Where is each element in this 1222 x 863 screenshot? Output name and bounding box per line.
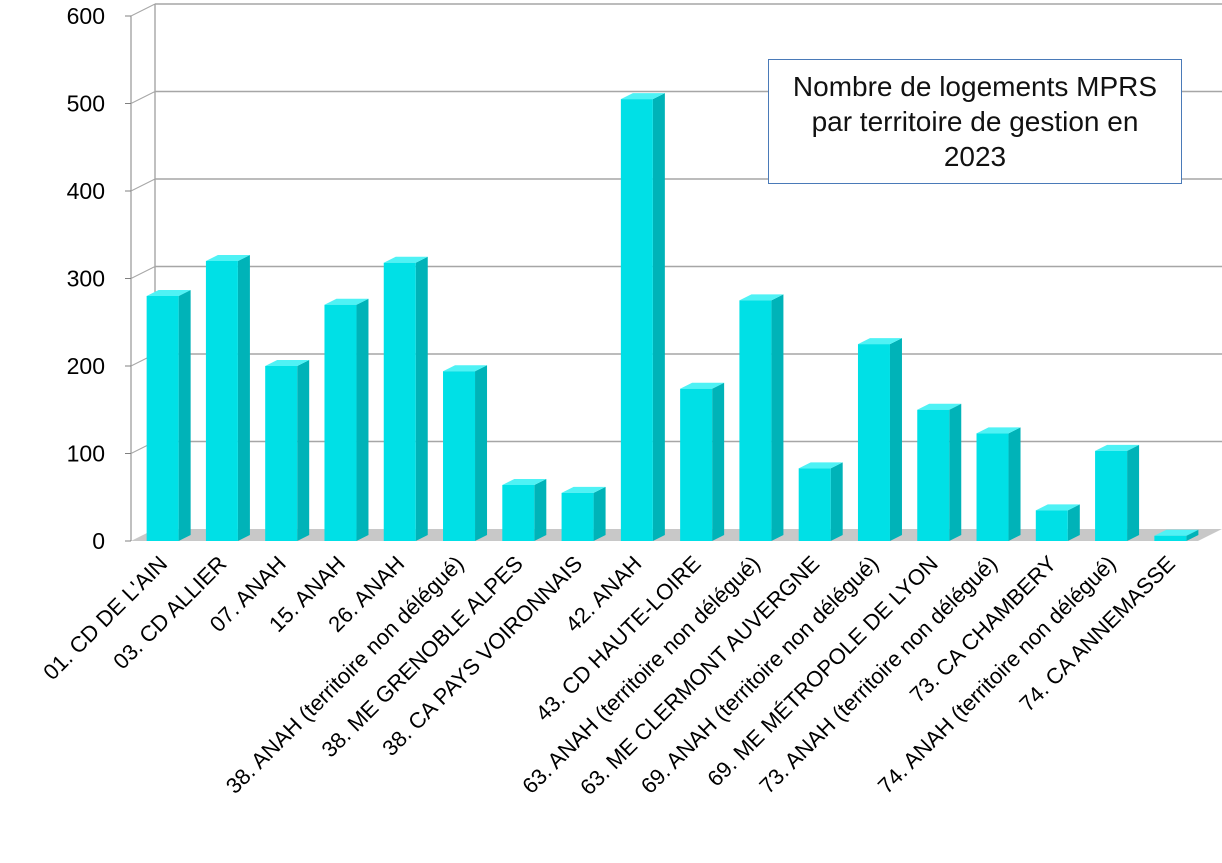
bar bbox=[798, 462, 843, 541]
bar bbox=[917, 403, 962, 541]
y-tick-label: 300 bbox=[67, 266, 105, 292]
bar bbox=[739, 294, 784, 541]
y-tick-label: 200 bbox=[67, 353, 105, 379]
bar bbox=[1035, 504, 1080, 541]
bar bbox=[1154, 529, 1199, 541]
bar bbox=[443, 365, 488, 541]
bar bbox=[1095, 444, 1140, 541]
bar bbox=[561, 486, 606, 541]
y-tick-label: 100 bbox=[67, 441, 105, 467]
bar bbox=[265, 360, 310, 541]
bar bbox=[324, 298, 369, 541]
gridline-diagonal bbox=[130, 178, 156, 192]
gridline-diagonal bbox=[130, 91, 156, 104]
chart-title: Nombre de logements MPRS par territoire … bbox=[792, 71, 1158, 172]
gridline-diagonal bbox=[130, 266, 156, 279]
y-tick-label: 600 bbox=[67, 3, 105, 29]
bar bbox=[680, 382, 725, 541]
bar bbox=[146, 290, 191, 541]
y-tick-label: 400 bbox=[67, 178, 105, 204]
bar bbox=[502, 479, 547, 541]
y-axis-ticks: 0 100 200 300 400 500 600 bbox=[67, 3, 131, 554]
bar bbox=[620, 93, 665, 541]
bar bbox=[976, 427, 1021, 541]
y-tick-label: 500 bbox=[67, 91, 105, 117]
chart-title-box: Nombre de logements MPRS par territoire … bbox=[768, 59, 1182, 184]
bar bbox=[383, 256, 428, 541]
bar bbox=[857, 338, 902, 541]
bars bbox=[146, 93, 1199, 541]
bar bbox=[205, 255, 250, 541]
gridline-diagonal bbox=[130, 3, 156, 17]
y-tick-label: 0 bbox=[92, 528, 105, 554]
